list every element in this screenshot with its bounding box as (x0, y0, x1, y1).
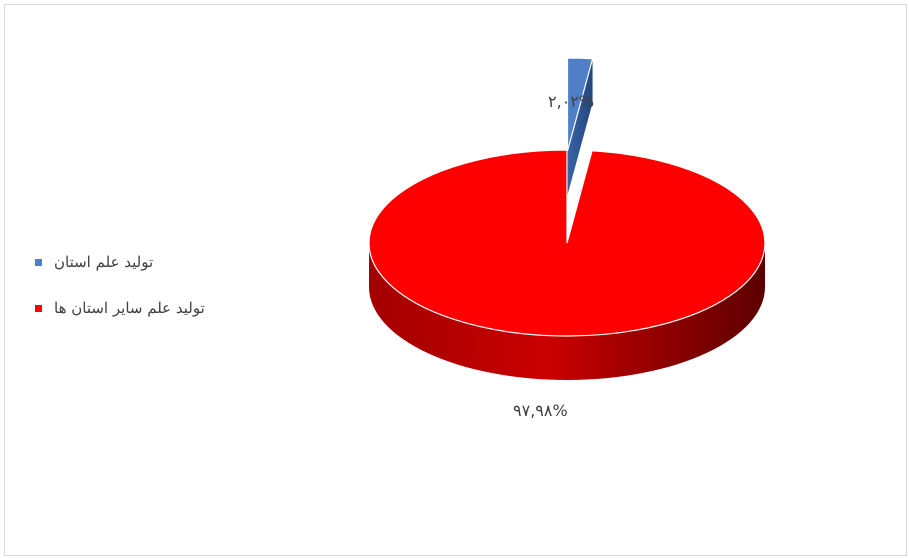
legend: تولید علم استان تولید علم سایر استان ها (35, 251, 205, 343)
pie-chart (368, 57, 766, 380)
data-label-province: ۲,۰۲% (548, 92, 595, 111)
legend-item-province: تولید علم استان (35, 251, 205, 273)
legend-label-province: تولید علم استان (54, 253, 154, 271)
legend-label-other-provinces: تولید علم سایر استان ها (54, 299, 205, 317)
legend-swatch-province (35, 258, 42, 266)
chart-area: تولید علم استان تولید علم سایر استان ها … (4, 4, 907, 556)
pie-slice-province (566, 57, 594, 152)
legend-swatch-other-provinces (35, 304, 42, 312)
pie-slice-other-provinces (368, 149, 766, 337)
pie-slice-other-provinces-side (369, 243, 765, 380)
pie-slice-province-group (566, 57, 594, 195)
legend-item-other-provinces: تولید علم سایر استان ها (35, 297, 205, 319)
data-label-other-provinces: ۹۷,۹۸% (513, 401, 568, 420)
pie-slice-province-side (567, 58, 593, 195)
